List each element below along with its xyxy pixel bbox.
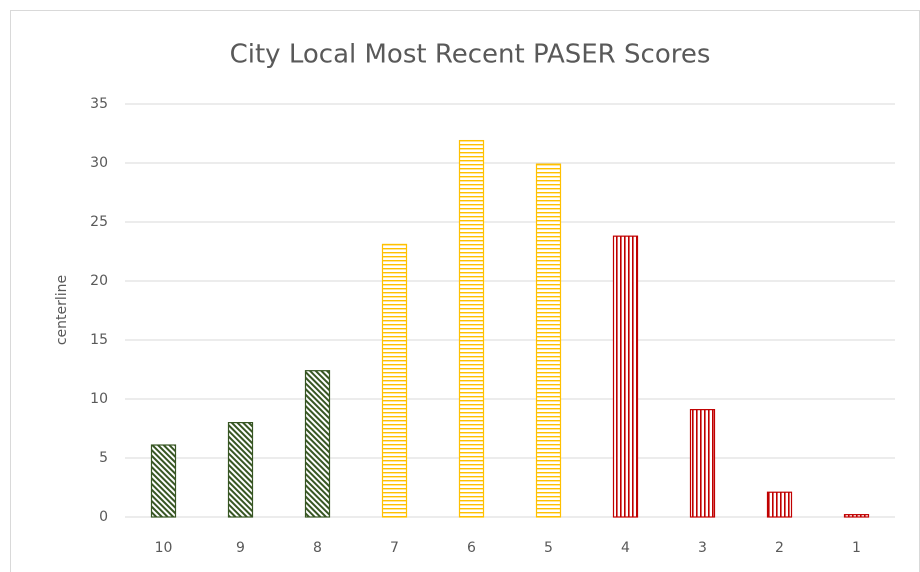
x-tick-label: 9 [236,540,245,556]
y-tick-label: 20 [90,273,108,289]
bar [612,235,639,518]
chart-title: City Local Most Recent PASER Scores [230,40,711,70]
x-tick-label: 10 [155,540,173,556]
y-tick-label: 30 [90,155,108,171]
bar [689,409,716,518]
x-tick-label: 2 [775,540,784,556]
y-tick-label: 0 [99,509,108,525]
y-axis-title: centerline [54,275,70,345]
bar [304,370,331,518]
x-tick-label: 6 [467,540,476,556]
x-tick-label: 1 [852,540,861,556]
x-tick-label: 3 [698,540,707,556]
bar [843,514,870,518]
bar [458,139,485,518]
y-tick-label: 5 [99,450,108,466]
bar [227,422,254,518]
bar [150,444,177,518]
y-tick-label: 10 [90,391,108,407]
y-tick-label: 15 [90,332,108,348]
x-tick-label: 5 [544,540,553,556]
y-tick-label: 25 [90,214,108,230]
y-tick-label: 35 [90,96,108,112]
x-tick-label: 4 [621,540,630,556]
bar [381,243,408,518]
bar [535,163,562,518]
bar [766,491,793,518]
x-tick-label: 7 [390,540,399,556]
x-tick-label: 8 [313,540,322,556]
